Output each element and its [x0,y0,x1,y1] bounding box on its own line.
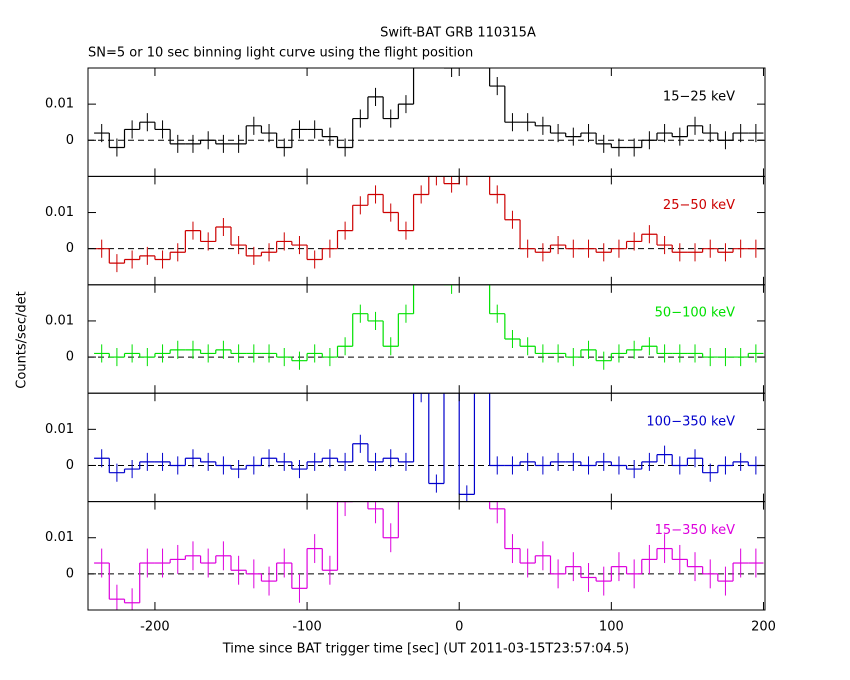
x-tick-label: -100 [292,620,322,635]
panel-frame [87,284,766,394]
legend-label: 50−100 keV [655,305,735,320]
panel [88,68,765,157]
y-tick-label: 0.01 [45,205,74,220]
y-tick-label: 0 [66,350,74,365]
y-axis-label: Counts/sec/det [15,291,30,388]
legend-label: 15−350 keV [655,523,735,538]
panel [88,284,765,370]
panel [88,393,765,502]
panel-frame [87,501,766,611]
y-tick-label: 0.01 [45,530,74,545]
y-tick-label: 0 [66,241,74,256]
panel [88,176,765,273]
legend-label: 100−350 keV [646,415,735,430]
y-tick-label: 0.01 [45,313,74,328]
legend-label: 25−50 keV [663,198,735,213]
panel-frame [87,392,766,503]
panel-frame [87,67,766,177]
y-tick-label: 0 [66,458,74,473]
chart-subtitle: SN=5 or 10 sec binning light curve using… [88,46,473,61]
x-axis-label: Time since BAT trigger time [sec] (UT 20… [222,642,629,657]
x-tick-label: 100 [599,620,624,635]
x-tick-label: 200 [751,620,776,635]
y-tick-label: 0.01 [45,97,74,112]
y-tick-label: 0.01 [45,422,74,437]
legend-label: 15−25 keV [663,90,735,105]
panel [88,501,765,611]
y-tick-label: 0 [66,133,74,148]
chart-title: Swift-BAT GRB 110315A [380,26,536,41]
x-tick-label: -200 [140,620,170,635]
x-tick-label: 0 [455,620,463,635]
y-tick-label: 0 [66,566,74,581]
